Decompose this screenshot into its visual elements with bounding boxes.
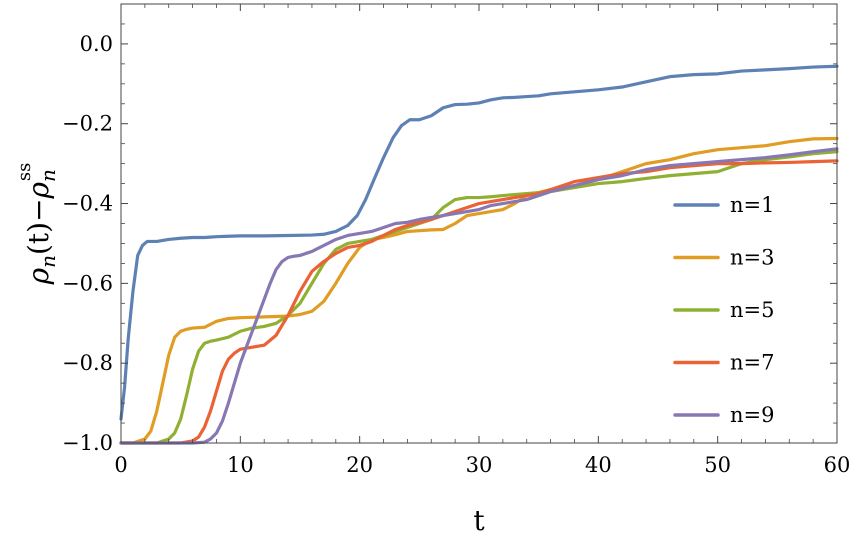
- legend-label-2: n=3: [730, 246, 774, 270]
- y-tick-label: 0.0: [80, 32, 113, 56]
- x-tick-label: 60: [824, 453, 851, 477]
- legend-label-1: n=1: [730, 193, 774, 217]
- series-layer: [119, 64, 839, 445]
- x-tick-label: 10: [227, 453, 254, 477]
- y-axis-title-subscript-2: n: [36, 169, 60, 182]
- y-axis-title: ρn(t)−ρnss: [14, 163, 60, 286]
- series-line-1: [119, 64, 839, 421]
- x-tick-label: 30: [466, 453, 493, 477]
- x-tick-label: 20: [346, 453, 373, 477]
- legend-label-5: n=9: [730, 403, 774, 427]
- y-tick-label: −0.2: [62, 112, 113, 136]
- y-axis-title-subscript: n: [36, 255, 60, 268]
- x-tick-label: 50: [704, 453, 731, 477]
- y-axis-title-middle: (t)−: [22, 198, 55, 255]
- x-tick-label: 40: [585, 453, 612, 477]
- x-axis-title: t: [473, 504, 485, 537]
- x-tick-label: 0: [114, 453, 127, 477]
- y-tick-label: −1.0: [62, 431, 113, 455]
- legend-label-4: n=7: [730, 351, 774, 375]
- y-tick-label: −0.6: [62, 271, 113, 295]
- y-axis-title-rho: ρ: [22, 267, 55, 285]
- y-axis: 0.0 −0.2 −0.4 −0.6 −0.8 −1.0: [62, 3, 837, 455]
- y-tick-label: −0.8: [62, 351, 113, 375]
- legend-label-3: n=5: [730, 298, 774, 322]
- y-tick-label: −0.4: [62, 192, 113, 216]
- x-axis: 0 10 20 30 40 50 60: [114, 4, 850, 477]
- series-line-5: [119, 147, 839, 445]
- y-axis-title-rho-2: ρ: [22, 181, 55, 199]
- legend: n=1 n=3 n=5 n=7 n=9: [673, 193, 774, 427]
- y-axis-title-superscript: ss: [14, 163, 35, 181]
